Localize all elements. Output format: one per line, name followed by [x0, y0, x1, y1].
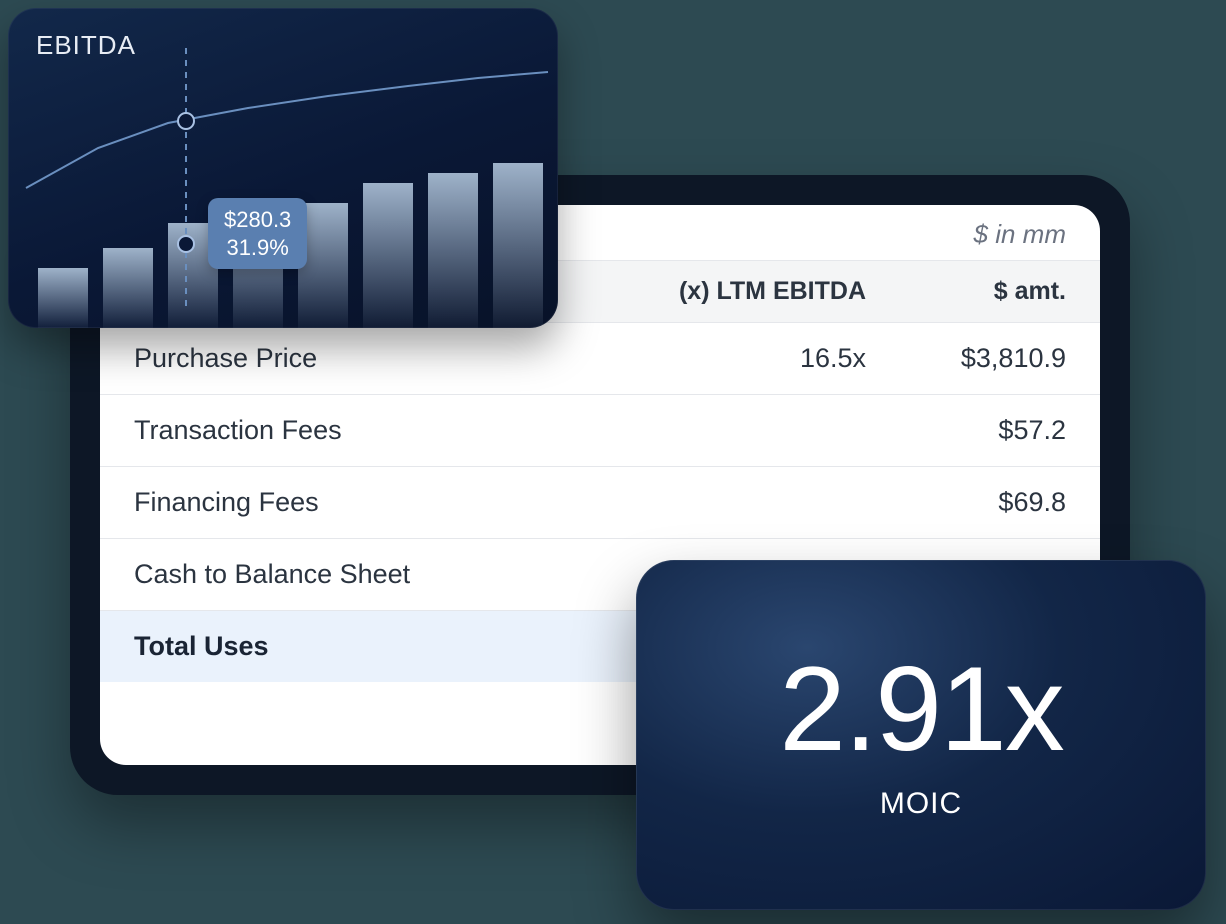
header-ltm-ebitda: (x) LTM EBITDA — [606, 277, 866, 306]
moic-label: MOIC — [880, 787, 962, 821]
row-label: Financing Fees — [134, 487, 606, 518]
header-amount: $ amt. — [866, 277, 1066, 306]
ebitda-chart-svg — [8, 8, 558, 328]
total-label: Total Uses — [134, 631, 606, 662]
row-amt: $57.2 — [866, 415, 1066, 446]
moic-value: 2.91x — [779, 649, 1063, 769]
bar — [363, 183, 413, 328]
bar — [38, 268, 88, 328]
row-amt: $69.8 — [866, 487, 1066, 518]
trend-line — [26, 72, 548, 188]
table-row: Financing Fees $69.8 — [100, 467, 1100, 539]
marker-dot-icon — [178, 113, 194, 129]
bar — [493, 163, 543, 328]
bar — [428, 173, 478, 328]
chart-tooltip: $280.3 31.9% — [208, 198, 307, 269]
moic-card: 2.91x MOIC — [636, 560, 1206, 910]
ebitda-chart-card: EBITDA $280.3 31.9% — [8, 8, 558, 328]
row-amt: $3,810.9 — [866, 343, 1066, 374]
row-label: Cash to Balance Sheet — [134, 559, 606, 590]
tooltip-pct: 31.9% — [224, 234, 291, 262]
table-row: Purchase Price 16.5x $3,810.9 — [100, 323, 1100, 395]
row-label: Transaction Fees — [134, 415, 606, 446]
bar — [103, 248, 153, 328]
table-row: Transaction Fees $57.2 — [100, 395, 1100, 467]
row-mult — [606, 415, 866, 446]
row-mult — [606, 487, 866, 518]
tooltip-value: $280.3 — [224, 206, 291, 234]
row-mult: 16.5x — [606, 343, 866, 374]
row-label: Purchase Price — [134, 343, 606, 374]
marker-dot-icon — [178, 236, 194, 252]
